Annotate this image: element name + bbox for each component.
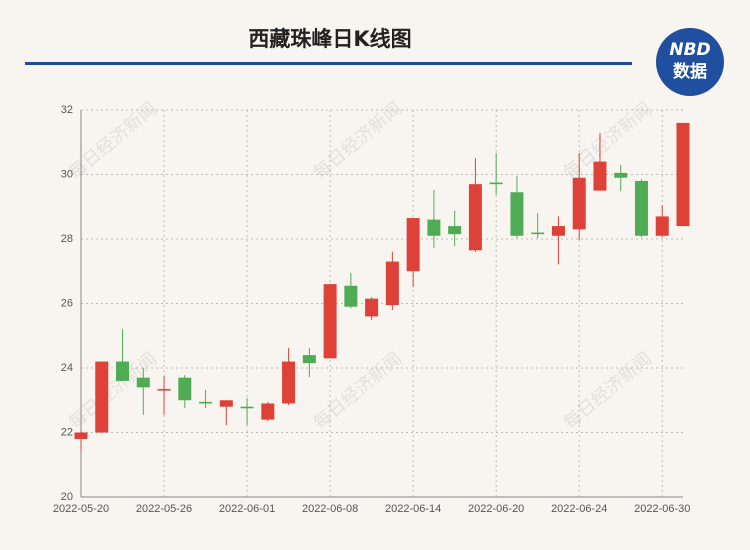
candle-body	[489, 182, 503, 185]
candle-body	[614, 172, 628, 178]
candle-body	[302, 355, 316, 364]
candle-body	[261, 403, 275, 420]
logo	[656, 28, 724, 96]
x-tick-label: 2022-06-14	[385, 503, 441, 515]
x-tick-label: 2022-05-20	[53, 503, 109, 515]
y-tick-label: 26	[61, 297, 73, 309]
candle-body	[655, 216, 669, 236]
candle-body	[74, 432, 88, 439]
candle-body	[572, 177, 586, 230]
x-tick-label: 2022-06-01	[219, 503, 275, 515]
candle-body	[365, 298, 379, 317]
logo-text: NBD	[669, 40, 710, 60]
candle-body	[385, 261, 399, 306]
x-tick-label: 2022-06-08	[302, 503, 358, 515]
candle-body	[136, 377, 150, 388]
title-rule	[25, 62, 632, 65]
candle-body	[510, 192, 524, 236]
watermark: 每日经济新闻	[310, 348, 406, 434]
candle-body	[178, 377, 192, 401]
watermark: 每日经济新闻	[310, 98, 406, 184]
x-tick-label: 2022-06-30	[634, 503, 690, 515]
candle-body	[468, 184, 482, 251]
candle-body	[240, 406, 254, 409]
y-tick-label: 24	[61, 362, 73, 374]
candle-body	[282, 361, 296, 404]
candle-body	[593, 161, 607, 191]
y-tick-label: 28	[61, 233, 73, 245]
x-tick-label: 2022-06-20	[468, 503, 524, 515]
candle-body	[157, 388, 171, 391]
watermarks: 每日经济新闻 每日经济新闻 每日经济新闻 每日经济新闻 每日经济新闻 每日经济新…	[65, 98, 656, 434]
candle-body	[551, 226, 565, 236]
y-tick-label: 20	[61, 491, 73, 503]
y-tick-label: 32	[61, 104, 73, 116]
x-tick-label: 2022-05-26	[136, 503, 192, 515]
candle-body	[323, 284, 337, 359]
candle-body	[95, 361, 109, 433]
candle-body	[116, 361, 130, 381]
candle-body	[406, 218, 420, 272]
candle-body	[219, 400, 233, 407]
y-tick-label: 30	[61, 168, 73, 180]
candle-body	[427, 219, 441, 236]
candle-body	[634, 180, 648, 236]
chart-title: 西藏珠峰日K线图	[248, 27, 411, 51]
watermark: 每日经济新闻	[560, 348, 656, 434]
watermark: 每日经济新闻	[65, 98, 161, 184]
candle-body	[344, 285, 358, 307]
watermark: 每日经济新闻	[560, 98, 656, 184]
candle-body	[531, 232, 545, 235]
y-tick-label: 22	[61, 426, 73, 438]
candle-body	[199, 401, 213, 404]
candle-body	[676, 122, 690, 227]
candle-body	[448, 226, 462, 235]
watermark: 每日经济新闻	[65, 348, 161, 434]
logo-text: 数据	[673, 61, 707, 82]
x-tick-label: 2022-06-24	[551, 503, 607, 515]
